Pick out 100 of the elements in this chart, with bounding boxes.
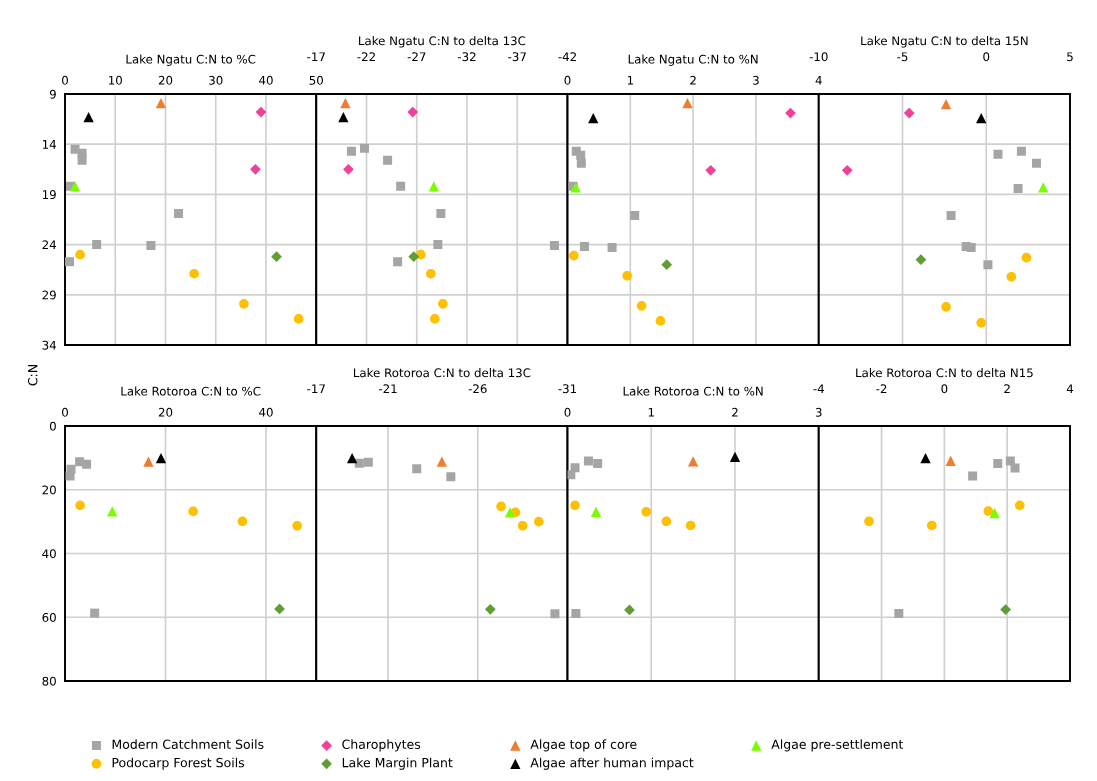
y-tick-label: 60 <box>42 612 56 622</box>
x-tick-label: 5 <box>1067 52 1073 62</box>
point <box>570 500 580 511</box>
point <box>107 506 118 517</box>
point <box>446 472 456 482</box>
point <box>983 506 994 516</box>
y-tick-label: 14 <box>42 140 56 149</box>
point <box>687 456 699 467</box>
chart-title: Lake Ngatu C:N to delta 15N <box>861 36 1028 48</box>
point <box>69 181 81 192</box>
point <box>517 520 528 531</box>
point <box>655 316 666 326</box>
point <box>75 500 85 511</box>
point <box>1000 604 1011 615</box>
x-tick-label: 0 <box>62 407 68 417</box>
point <box>729 451 741 463</box>
point <box>412 464 422 474</box>
x-tick-label: 0 <box>941 384 948 394</box>
point <box>433 240 443 250</box>
point <box>920 453 931 464</box>
point <box>174 208 184 218</box>
point <box>496 501 506 512</box>
y-tick-label: 19 <box>42 190 56 200</box>
x-tick-label: 20 <box>158 75 173 85</box>
chart-title: Lake Ngatu C:N to %C <box>126 54 256 66</box>
point <box>143 456 154 467</box>
point <box>363 457 373 467</box>
point <box>630 210 640 220</box>
point <box>1032 158 1041 168</box>
x-tick-label: -2 <box>876 384 887 393</box>
point <box>983 260 993 270</box>
point <box>915 254 927 266</box>
point <box>576 150 586 160</box>
point <box>396 181 406 191</box>
point <box>946 210 956 220</box>
x-tick-label: 0 <box>564 407 571 417</box>
point <box>1021 252 1032 263</box>
point <box>549 241 559 251</box>
point <box>894 608 904 618</box>
point <box>941 302 951 312</box>
point <box>438 299 448 309</box>
x-tick-label: 2 <box>690 75 696 85</box>
point <box>976 112 987 124</box>
chart-title: Lake Ngatu C:N to delta 13C <box>359 36 526 48</box>
point <box>607 243 617 253</box>
point <box>66 464 76 474</box>
chart-title: Lake Ngatu C:N to %N <box>628 54 758 66</box>
point <box>83 111 94 123</box>
x-tick-label: -17 <box>307 384 325 393</box>
point <box>940 98 952 110</box>
point <box>590 506 602 517</box>
point <box>533 516 544 527</box>
point <box>641 506 652 517</box>
point <box>1014 500 1025 511</box>
point <box>408 251 420 263</box>
point <box>359 143 369 153</box>
point <box>77 155 87 165</box>
point <box>1005 456 1015 466</box>
point <box>250 163 261 175</box>
chart-title: Lake Rotoroa C:N to delta 13C <box>353 368 531 378</box>
point <box>426 268 436 279</box>
point <box>968 471 978 481</box>
point <box>976 318 987 328</box>
point <box>293 314 304 324</box>
point <box>82 459 92 469</box>
point <box>1006 271 1017 282</box>
point <box>346 146 356 156</box>
x-tick-label: -17 <box>307 52 325 61</box>
point <box>239 299 249 309</box>
point <box>1016 146 1026 156</box>
x-tick-label: 2 <box>732 407 738 417</box>
point <box>864 516 874 527</box>
chart-title: Lake Rotoroa C:N to %N <box>623 386 763 396</box>
y-axis-title: C:N <box>28 365 38 386</box>
point <box>903 107 915 119</box>
x-tick-label: 1 <box>627 75 633 85</box>
point <box>966 243 976 253</box>
point <box>1038 182 1049 193</box>
legend-label: Podocarp Forest Soils <box>112 757 245 770</box>
point <box>570 463 580 473</box>
x-tick-label: 1 <box>648 407 654 417</box>
point <box>571 608 581 618</box>
point <box>393 257 403 267</box>
x-tick-label: -32 <box>457 52 476 62</box>
x-tick-label: -5 <box>897 52 908 62</box>
point <box>705 164 717 176</box>
point <box>292 520 302 531</box>
y-tick-label: 24 <box>42 240 56 250</box>
point <box>340 97 351 109</box>
x-tick-label: -31 <box>558 384 577 394</box>
point <box>237 516 248 527</box>
point <box>383 155 393 165</box>
point <box>636 301 647 311</box>
point <box>338 111 349 123</box>
x-tick-label: 0 <box>564 75 571 85</box>
x-tick-label: -26 <box>468 384 487 394</box>
x-tick-label: 40 <box>259 75 273 85</box>
chart-title: Lake Rotoroa C:N to %C <box>121 386 261 396</box>
point <box>993 459 1003 469</box>
chart-title: Lake Rotoroa C:N to delta N15 <box>856 368 1033 378</box>
